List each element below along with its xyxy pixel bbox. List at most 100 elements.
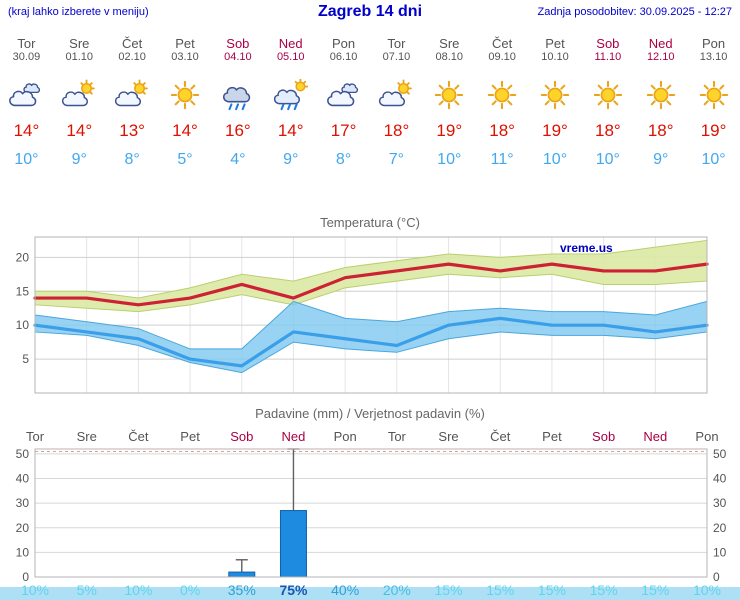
sunny-icon xyxy=(536,79,574,111)
day-name: Sob xyxy=(596,36,620,51)
precip-probability: 15% xyxy=(537,582,566,598)
day-cell[interactable]: Pet 03.10 14° 5° xyxy=(159,30,212,169)
day-tmin: 5° xyxy=(177,151,193,168)
day-name: Pet xyxy=(545,36,565,51)
day-name: Sre xyxy=(69,36,90,51)
sunny-icon xyxy=(430,79,468,111)
day-date: 01.10 xyxy=(65,51,94,63)
day-date: 03.10 xyxy=(171,51,199,63)
precip-probability: 15% xyxy=(486,582,515,598)
day-tmin: 10° xyxy=(14,151,39,168)
cloudy-icon xyxy=(325,79,363,111)
partly-icon xyxy=(60,79,98,111)
vreme-us-link[interactable]: vreme.us xyxy=(560,241,613,255)
day-tmin: 9° xyxy=(283,151,299,168)
footer-strip xyxy=(0,587,740,600)
day-date: 02.10 xyxy=(118,51,146,63)
sunny-icon xyxy=(642,79,680,111)
day-tmin: 8° xyxy=(124,151,140,168)
day-name: Sob xyxy=(226,36,250,51)
forecast-days-row: Tor 30.09 14° 10° Sre 01.10 14° 9° Čet 0… xyxy=(0,30,740,169)
y-tick-label: 15 xyxy=(16,284,30,298)
precip-day-label: Pon xyxy=(695,429,719,444)
day-cell[interactable]: Ned 12.10 18° 9° xyxy=(634,30,687,169)
day-date: 05.10 xyxy=(276,51,305,63)
y-tick-label: 5 xyxy=(22,352,29,366)
y-tick-label: 40 xyxy=(713,472,727,486)
precip-day-label: Tor xyxy=(387,429,406,444)
precip-probability: 10% xyxy=(20,582,50,598)
day-tmax: 19° xyxy=(700,121,727,140)
day-cell[interactable]: Sre 01.10 14° 9° xyxy=(53,30,106,169)
day-name: Ned xyxy=(278,36,303,51)
precip-day-label: Tor xyxy=(25,429,45,444)
rain-icon xyxy=(219,79,257,111)
day-date: 11.10 xyxy=(594,51,622,63)
temperature-chart-title: Temperatura (°C) xyxy=(320,215,420,230)
day-name: Tor xyxy=(17,36,36,51)
precip-probability: 40% xyxy=(331,582,360,598)
day-tmax: 14° xyxy=(277,121,304,140)
sunny-icon xyxy=(695,79,733,111)
day-cell[interactable]: Tor 07.10 18° 7° xyxy=(370,30,423,169)
last-update: Zadnja posodobitev: 30.09.2025 - 12:27 xyxy=(537,6,732,18)
sunny-icon xyxy=(166,79,204,111)
day-tmin: 10° xyxy=(701,151,726,168)
precip-probability: 10% xyxy=(692,582,722,598)
page-title: Zagreb 14 dni xyxy=(317,3,423,20)
y-tick-label: 50 xyxy=(713,447,727,461)
precip-day-label: Pet xyxy=(180,429,200,444)
day-cell[interactable]: Ned 05.10 14° 9° xyxy=(264,30,317,169)
day-date: 10.10 xyxy=(541,51,569,63)
y-tick-label: 20 xyxy=(16,250,30,264)
day-cell[interactable]: Čet 09.10 18° 11° xyxy=(476,30,529,169)
day-date: 07.10 xyxy=(382,51,411,63)
day-tmax: 18° xyxy=(594,121,621,140)
day-cell[interactable]: Čet 02.10 13° 8° xyxy=(106,30,159,169)
day-date: 04.10 xyxy=(224,51,252,63)
sunny-icon xyxy=(589,79,627,111)
day-tmax: 14° xyxy=(66,121,93,140)
plot-border xyxy=(34,448,708,578)
day-name: Pon xyxy=(702,36,726,51)
day-cell[interactable]: Pet 10.10 19° 10° xyxy=(529,30,582,169)
min-range-band xyxy=(34,300,708,374)
day-tmin: 10° xyxy=(437,151,462,168)
day-cell[interactable]: Sob 11.10 18° 10° xyxy=(581,30,634,169)
precip-probability: 20% xyxy=(382,582,411,598)
partly-icon xyxy=(113,79,151,111)
day-tmin: 10° xyxy=(542,151,568,168)
y-tick-label: 50 xyxy=(16,447,30,461)
day-cell[interactable]: Sob 04.10 16° 4° xyxy=(211,30,264,169)
day-cell[interactable]: Tor 30.09 14° 10° xyxy=(0,30,53,169)
day-name: Pet xyxy=(175,36,195,51)
day-date: 13.10 xyxy=(699,51,728,63)
day-tmax: 19° xyxy=(436,121,463,140)
day-cell[interactable]: Pon 06.10 17° 8° xyxy=(317,30,370,169)
day-tmax: 18° xyxy=(383,121,410,140)
precip-probability: 15% xyxy=(589,582,618,598)
y-tick-label: 10 xyxy=(16,318,30,332)
precip-day-label: Čet xyxy=(128,429,149,444)
y-tick-label: 10 xyxy=(713,545,727,559)
precip-day-label: Ned xyxy=(643,429,668,444)
precip-probability-row: 10% 5% 10% 0% 35% 75% 40% 20% 15% 15% 15% 15% 15% 10% xyxy=(0,582,740,600)
plot-border xyxy=(34,236,708,394)
precip-day-label: Pet xyxy=(542,429,562,444)
temp-min-line xyxy=(33,316,709,368)
precip-probability: 15% xyxy=(641,582,670,598)
precip-bar xyxy=(228,571,256,578)
precip-probability: 35% xyxy=(227,582,256,598)
day-tmin: 4° xyxy=(230,151,246,168)
day-tmin: 10° xyxy=(595,151,620,168)
precip-day-label: Pon xyxy=(333,429,357,444)
day-name: Sre xyxy=(439,36,460,51)
day-tmax: 13° xyxy=(119,121,145,140)
day-date: 09.10 xyxy=(488,51,516,63)
y-tick-label: 30 xyxy=(713,496,727,510)
day-cell[interactable]: Sre 08.10 19° 10° xyxy=(423,30,476,169)
day-cell[interactable]: Pon 13.10 19° 10° xyxy=(687,30,740,169)
day-tmin: 9° xyxy=(653,151,669,168)
precip-probability: 0% xyxy=(179,582,201,598)
